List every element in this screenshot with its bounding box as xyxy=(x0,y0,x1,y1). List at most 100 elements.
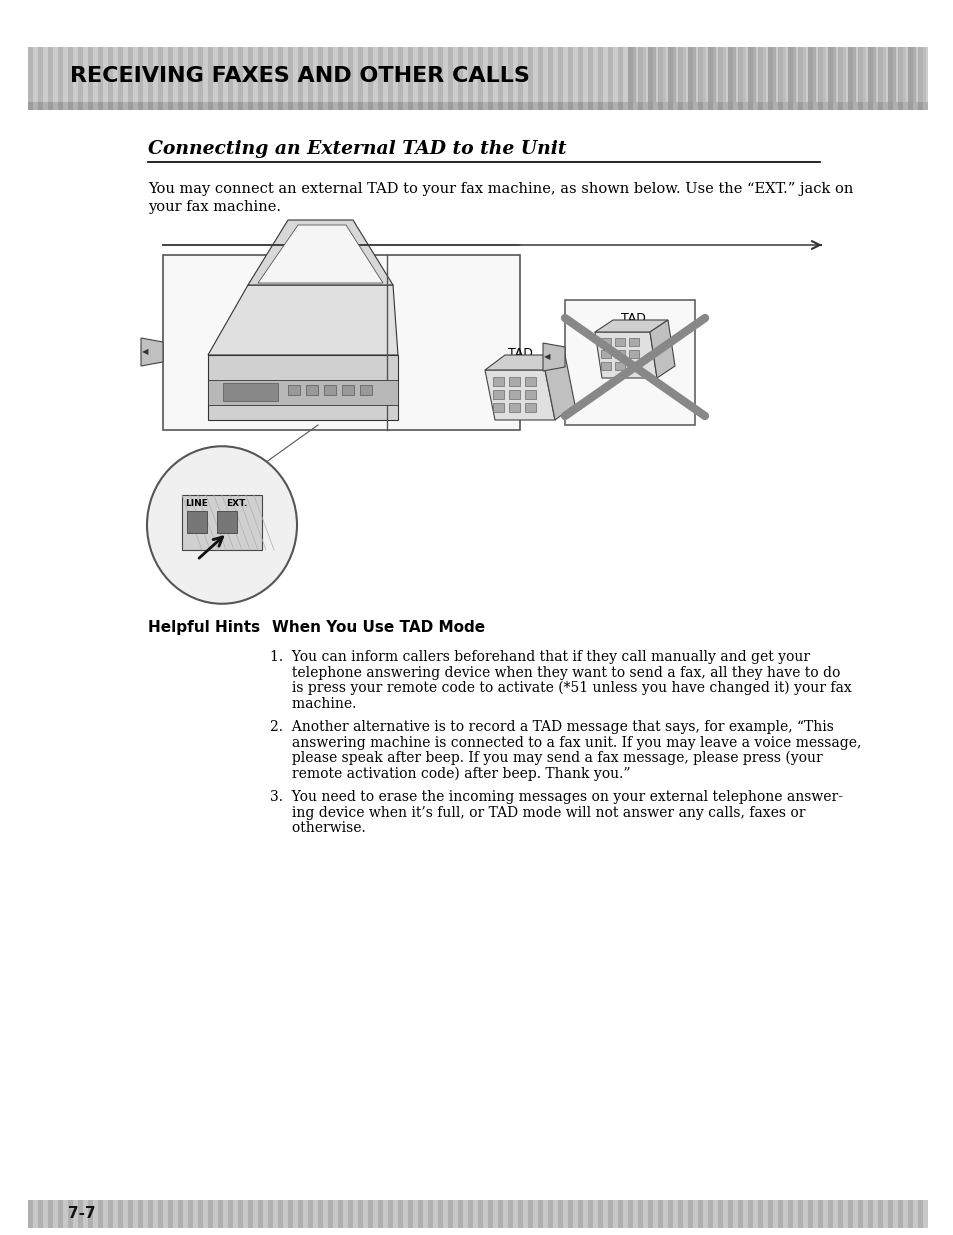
Bar xyxy=(308,47,313,103)
Bar xyxy=(28,103,33,110)
Bar xyxy=(727,47,735,103)
Bar xyxy=(658,1200,662,1228)
Bar xyxy=(187,511,207,534)
Bar xyxy=(797,47,805,103)
Polygon shape xyxy=(595,332,657,378)
Bar xyxy=(188,47,193,103)
Text: 3.  You need to erase the incoming messages on your external telephone answer-: 3. You need to erase the incoming messag… xyxy=(270,790,842,804)
Bar xyxy=(600,338,610,346)
Bar xyxy=(68,1200,73,1228)
Bar xyxy=(587,47,593,103)
Bar xyxy=(524,390,536,399)
Bar xyxy=(58,103,63,110)
Bar xyxy=(767,47,775,103)
Bar xyxy=(907,103,912,110)
Bar xyxy=(797,47,802,103)
Bar xyxy=(337,47,343,103)
Bar xyxy=(758,47,762,103)
Bar xyxy=(837,103,842,110)
Bar xyxy=(638,103,642,110)
Bar xyxy=(817,47,825,103)
Bar xyxy=(397,1200,402,1228)
Bar xyxy=(288,385,299,395)
Bar xyxy=(208,1200,213,1228)
Text: ing device when it’s full, or TAD mode will not answer any calls, faxes or: ing device when it’s full, or TAD mode w… xyxy=(270,805,804,820)
Bar xyxy=(493,403,503,412)
Bar xyxy=(917,47,923,103)
Bar xyxy=(807,47,812,103)
Bar xyxy=(867,47,875,103)
Bar xyxy=(108,103,112,110)
Bar xyxy=(707,1200,712,1228)
Bar xyxy=(208,103,213,110)
Bar xyxy=(738,47,742,103)
Bar xyxy=(288,47,293,103)
Bar xyxy=(277,47,283,103)
Bar xyxy=(778,103,782,110)
Bar xyxy=(228,1200,233,1228)
Bar xyxy=(268,103,273,110)
Bar xyxy=(817,47,822,103)
Bar xyxy=(707,47,712,103)
Bar xyxy=(837,47,842,103)
Bar xyxy=(297,1200,303,1228)
Bar xyxy=(98,1200,103,1228)
Bar xyxy=(88,47,92,103)
Bar xyxy=(248,47,253,103)
Bar xyxy=(28,47,33,103)
Bar xyxy=(628,338,639,346)
Polygon shape xyxy=(208,354,397,420)
Bar xyxy=(578,103,582,110)
Bar xyxy=(507,1200,513,1228)
Bar xyxy=(847,103,852,110)
Bar xyxy=(600,362,610,370)
Bar xyxy=(867,47,872,103)
Bar xyxy=(397,47,402,103)
Bar xyxy=(188,103,193,110)
Bar xyxy=(827,103,832,110)
Bar xyxy=(747,47,755,103)
Bar xyxy=(658,47,662,103)
Bar xyxy=(524,377,536,387)
Bar xyxy=(158,1200,163,1228)
Text: TAD: TAD xyxy=(619,312,645,325)
Bar xyxy=(618,1200,622,1228)
Bar xyxy=(448,103,453,110)
Text: When You Use TAD Mode: When You Use TAD Mode xyxy=(272,620,485,635)
Bar xyxy=(118,47,123,103)
Bar xyxy=(687,1200,692,1228)
Text: TAD: TAD xyxy=(507,347,532,359)
Bar xyxy=(758,47,765,103)
Bar xyxy=(578,47,582,103)
Bar xyxy=(348,103,353,110)
Bar xyxy=(877,1200,882,1228)
Bar xyxy=(368,103,373,110)
Bar xyxy=(797,1200,802,1228)
Bar xyxy=(158,47,163,103)
Bar xyxy=(537,1200,542,1228)
Bar xyxy=(78,47,83,103)
Bar xyxy=(678,47,685,103)
Bar xyxy=(237,47,243,103)
Bar xyxy=(897,47,905,103)
Bar xyxy=(128,1200,132,1228)
Bar xyxy=(607,1200,613,1228)
Bar xyxy=(598,1200,602,1228)
Text: telephone answering device when they want to send a fax, all they have to do: telephone answering device when they wan… xyxy=(270,666,840,679)
Bar xyxy=(58,47,63,103)
Text: your fax machine.: your fax machine. xyxy=(148,200,281,214)
Bar xyxy=(317,103,323,110)
Bar xyxy=(837,47,845,103)
Bar xyxy=(297,103,303,110)
Bar xyxy=(598,47,602,103)
Bar xyxy=(658,103,662,110)
Bar xyxy=(341,385,354,395)
Bar xyxy=(537,103,542,110)
Bar xyxy=(787,1200,792,1228)
Bar xyxy=(907,1200,912,1228)
Bar xyxy=(847,47,852,103)
Polygon shape xyxy=(649,320,675,378)
Bar xyxy=(667,47,676,103)
Polygon shape xyxy=(141,338,163,366)
Bar xyxy=(607,47,613,103)
